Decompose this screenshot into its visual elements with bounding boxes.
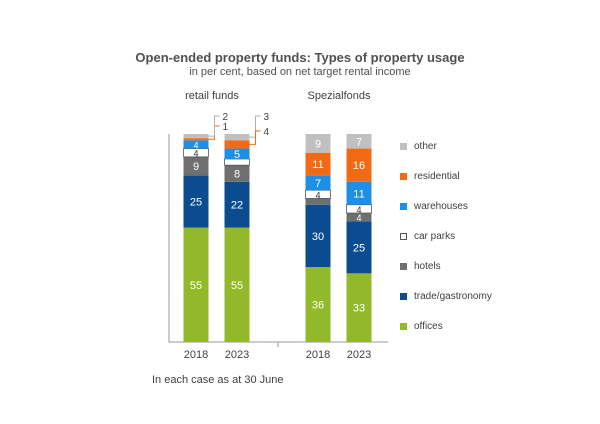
- callout-label-3: 3: [264, 112, 270, 123]
- bar-segment-offices-2: [305, 267, 331, 342]
- bar-segment-other-1: [224, 134, 250, 141]
- x-tick-label-2: 2018: [306, 349, 330, 361]
- bar-segment-offices-0: [183, 227, 209, 342]
- bar-segment-other-0: [183, 134, 209, 139]
- data-label-car-parks-3: 4: [356, 205, 361, 215]
- chart-title: Open-ended property funds: Types of prop…: [135, 50, 465, 65]
- legend-swatch: [400, 143, 407, 150]
- data-label-offices-0: 55: [190, 280, 202, 292]
- x-tick-label-0: 2018: [184, 349, 208, 361]
- bar-segment-trade-gastronomy-3: [346, 221, 372, 274]
- legend-swatch: [400, 173, 407, 180]
- bar-segment-offices-1: [224, 227, 250, 342]
- callout-label-1: 1: [223, 122, 229, 133]
- bar-segment-residential-3: [346, 148, 372, 182]
- data-label-offices-2: 36: [312, 300, 324, 312]
- data-label-hotels-0: 9: [193, 161, 199, 173]
- data-label-other-2: 9: [315, 138, 321, 150]
- legend-item-residential: residential: [400, 170, 550, 184]
- legend-swatch: [400, 293, 407, 300]
- legend-swatch: [400, 203, 407, 210]
- bar-segment-other-2: [305, 134, 331, 153]
- legend-item-trade-gastronomy: trade/gastronomy: [400, 290, 550, 304]
- legend-item-other: other: [400, 140, 550, 154]
- bar-segment-trade-gastronomy-2: [305, 204, 331, 268]
- chart-subtitle: in per cent, based on net target rental …: [189, 66, 411, 78]
- data-label-warehouses-3: 11: [353, 188, 364, 200]
- bar-segment-car-parks-1: [224, 158, 250, 166]
- data-label-car-parks-2: 4: [315, 190, 320, 200]
- bar-segment-residential-0: [183, 138, 209, 141]
- data-label-warehouses-2: 7: [315, 178, 321, 190]
- data-label-trade-gastronomy-3: 25: [353, 242, 365, 254]
- bar-segment-hotels-3: [346, 213, 372, 222]
- x-tick-label-3: 2023: [347, 349, 371, 361]
- legend-item-hotels: hotels: [400, 260, 550, 274]
- bar-segment-hotels-0: [183, 156, 209, 176]
- bar-segment-residential-1: [224, 140, 250, 149]
- legend-label: warehouses: [414, 201, 468, 212]
- legend-item-offices: offices: [400, 320, 550, 334]
- data-label-trade-gastronomy-2: 30: [312, 231, 324, 243]
- legend-item-car-parks: car parks: [400, 230, 550, 244]
- data-label-trade-gastronomy-1: 22: [231, 200, 243, 212]
- legend-label: residential: [414, 171, 460, 182]
- callout-line-3: [249, 115, 261, 138]
- data-label-offices-3: 33: [353, 303, 365, 315]
- bar-segment-warehouses-3: [346, 181, 372, 205]
- legend-swatch: [400, 323, 407, 330]
- legend-swatch: [400, 263, 407, 270]
- data-label-residential-2: 11: [312, 159, 323, 171]
- group-label-spezialfonds: Spezialfonds: [307, 90, 371, 102]
- bar-segment-hotels-1: [224, 165, 250, 182]
- legend-swatch: [400, 233, 407, 240]
- callout-line-2: [208, 115, 220, 137]
- bar-segment-warehouses-2: [305, 175, 331, 191]
- callout-label-2: 2: [223, 112, 229, 123]
- bar-segment-offices-3: [346, 273, 372, 342]
- legend-label: car parks: [414, 231, 456, 242]
- bar-segment-warehouses-1: [224, 148, 250, 159]
- bar-segment-trade-gastronomy-1: [224, 181, 250, 228]
- legend-label: other: [414, 141, 437, 152]
- data-label-other-3: 7: [356, 136, 362, 148]
- group-label-retail-funds: retail funds: [185, 90, 239, 102]
- legend-label: trade/gastronomy: [414, 291, 492, 302]
- data-label-hotels-1: 8: [234, 169, 240, 181]
- x-tick-label-1: 2023: [225, 349, 249, 361]
- legend-label: hotels: [414, 261, 441, 272]
- bar-segment-warehouses-0: [183, 140, 209, 149]
- callout-line-4: [249, 130, 261, 145]
- legend-item-warehouses: warehouses: [400, 200, 550, 214]
- data-label-offices-1: 55: [231, 280, 243, 292]
- data-label-car-parks-0: 4: [193, 149, 198, 159]
- bar-segment-residential-2: [305, 152, 331, 176]
- data-label-hotels-3: 4: [356, 213, 361, 223]
- chart-footnote: In each case as at 30 June: [152, 374, 284, 386]
- data-label-residential-3: 16: [353, 160, 365, 172]
- data-label-warehouses-0: 4: [193, 140, 198, 150]
- legend-label: offices: [414, 321, 443, 332]
- data-label-warehouses-1: 5: [234, 149, 240, 161]
- data-label-trade-gastronomy-0: 25: [190, 197, 202, 209]
- callout-label-4: 4: [264, 127, 270, 138]
- bar-segment-trade-gastronomy-0: [183, 175, 209, 228]
- bar-segment-hotels-2: [305, 198, 331, 205]
- bar-segment-other-3: [346, 134, 372, 149]
